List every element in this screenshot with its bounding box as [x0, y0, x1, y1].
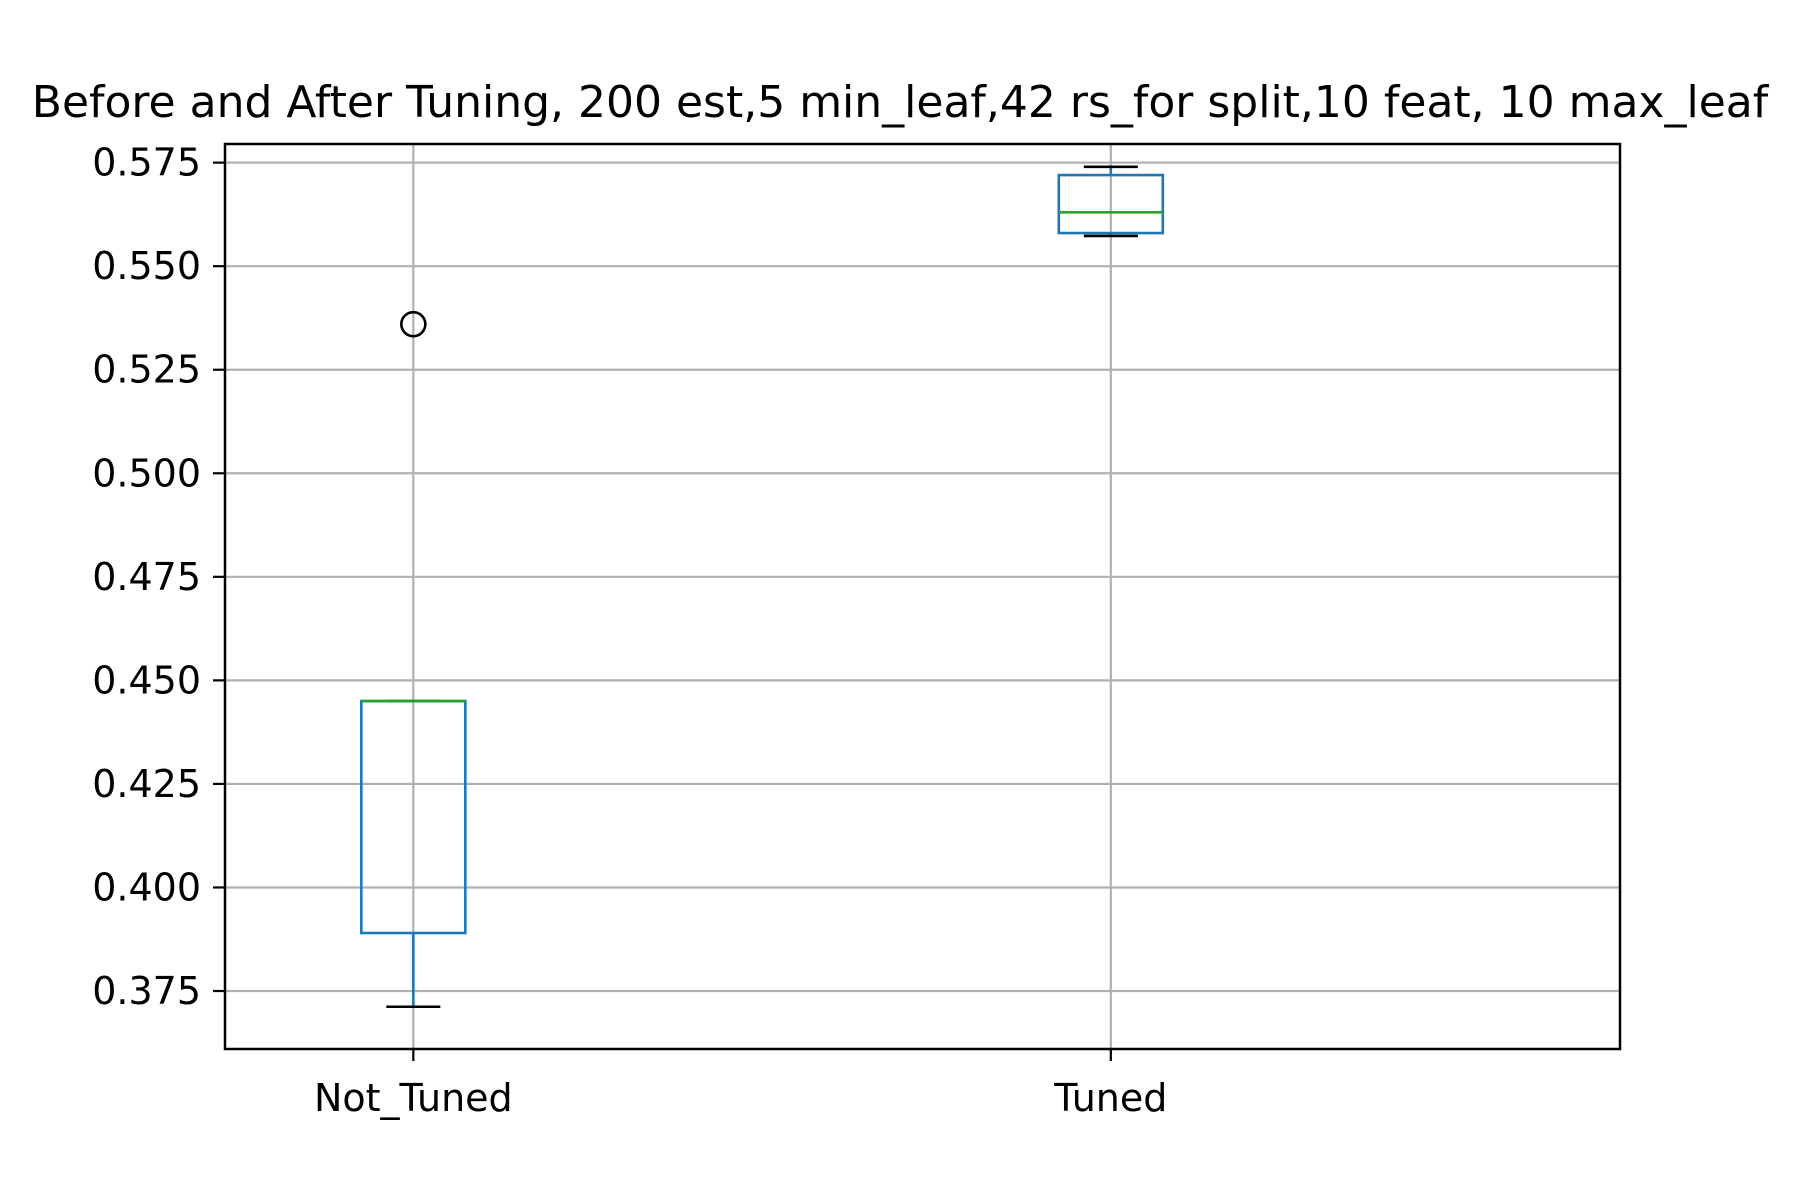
tick-layer: 0.375 0.400 0.425 0.450 0.475 0.500 0.525 0.550… — [92, 141, 1167, 1120]
x-tick-label: Tuned — [1053, 1076, 1167, 1120]
box-group-not-tuned — [360, 310, 467, 1009]
y-tick-label: 0.575 — [92, 141, 201, 185]
y-tick-label: 0.500 — [92, 451, 201, 495]
y-tick-label: 0.450 — [92, 658, 201, 702]
outlier-point — [400, 310, 427, 338]
x-tick-label: Not_Tuned — [314, 1076, 513, 1120]
y-tick-label: 0.550 — [92, 244, 201, 288]
y-tick-label: 0.375 — [92, 969, 201, 1013]
y-tick-label: 0.525 — [92, 348, 201, 392]
y-tick-label: 0.425 — [92, 762, 201, 806]
y-tick-label: 0.475 — [92, 555, 201, 599]
chart-title: Before and After Tuning, 200 est,5 min_l… — [32, 77, 1770, 128]
box-group-tuned — [1057, 165, 1165, 238]
box-iqr — [1057, 173, 1165, 235]
axes-frame — [223, 142, 1622, 1051]
y-tick-label: 0.400 — [92, 865, 201, 909]
box-layer — [360, 165, 1165, 1009]
grid-layer — [225, 144, 1620, 1049]
